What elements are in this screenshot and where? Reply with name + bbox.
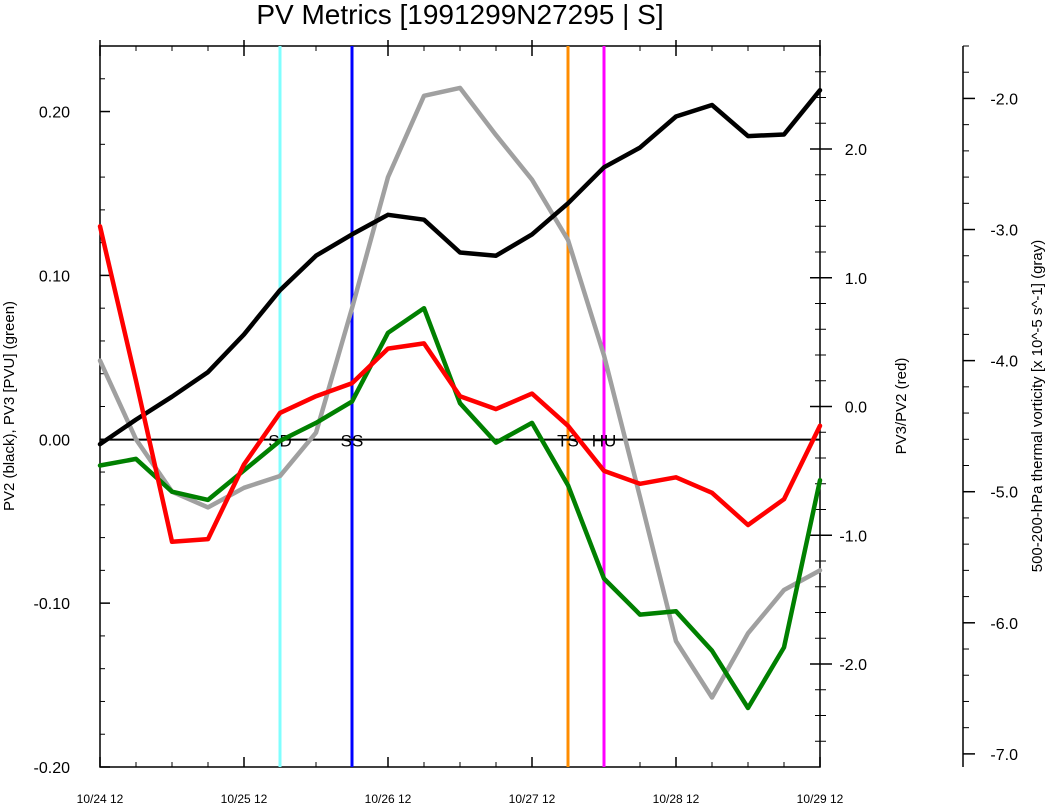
left-tick-label: 0.00 bbox=[39, 432, 70, 449]
far-tick-label: -5.0 bbox=[990, 485, 1018, 502]
x-tick-label: 10/29 12 bbox=[797, 792, 844, 805]
series-line-pv3 bbox=[97, 305, 823, 711]
event-label-ss: SS bbox=[341, 431, 364, 450]
far-tick-label: -6.0 bbox=[990, 616, 1018, 633]
far-tick-label: -4.0 bbox=[990, 354, 1018, 371]
left-tick-label: -0.10 bbox=[34, 596, 71, 613]
series-layer bbox=[97, 85, 823, 711]
right-tick-label: 1.0 bbox=[845, 271, 867, 288]
x-tick-label: 10/25 12 bbox=[221, 792, 268, 805]
far-tick-label: -3.0 bbox=[990, 223, 1018, 240]
x-tick-label: 10/24 12 bbox=[77, 792, 124, 805]
left-axis-label: PV2 (black), PV3 [PVU] (green) bbox=[1, 301, 18, 511]
x-tick-label: 10/28 12 bbox=[653, 792, 700, 805]
right-axis-label: PV3/PV2 (red) bbox=[893, 358, 910, 455]
far-tick-label: -7.0 bbox=[990, 747, 1018, 764]
chart-title: PV Metrics [1991299N27295 | S] bbox=[256, 0, 663, 30]
far-axis-label: 500-200-hPa thermal vorticity [x 10^-5 s… bbox=[1029, 240, 1046, 573]
left-tick-label: 0.20 bbox=[39, 105, 70, 122]
ticks-layer: 10/24 12 10/25 12 10/26 12 10/27 12 10/28 12… bbox=[34, 40, 1018, 805]
right-tick-label: 0.0 bbox=[845, 400, 867, 417]
right-tick-label: 2.0 bbox=[845, 142, 867, 159]
left-tick-label: 0.10 bbox=[39, 268, 70, 285]
series-line-500-200-hpa-thermal-vorticity bbox=[97, 85, 823, 700]
event-markers: SD SS TS HU bbox=[268, 46, 616, 767]
series-line-pv2 bbox=[97, 87, 823, 447]
series-line-pv3-pv2 bbox=[97, 224, 823, 544]
x-tick-label: 10/27 12 bbox=[509, 792, 556, 805]
right-tick-label: -2.0 bbox=[839, 657, 867, 674]
right-tick-label: -1.0 bbox=[839, 528, 867, 545]
x-tick-label: 10/26 12 bbox=[365, 792, 412, 805]
left-tick-label: -0.20 bbox=[34, 760, 71, 777]
event-label-hu: HU bbox=[592, 431, 617, 450]
far-tick-label: -2.0 bbox=[990, 91, 1018, 108]
